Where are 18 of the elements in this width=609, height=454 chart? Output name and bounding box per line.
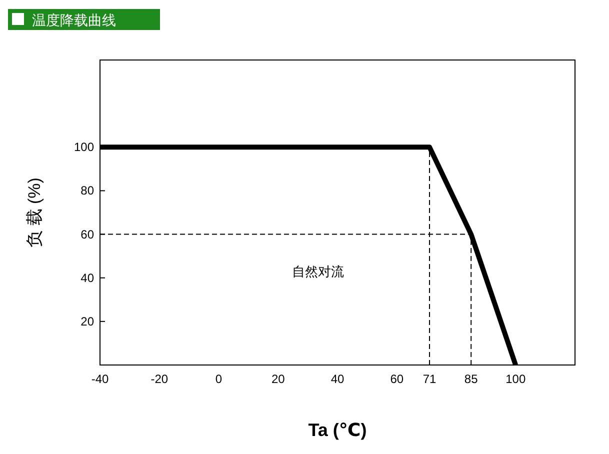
y-tick-label: 40 [80,270,94,285]
x-tick-label: -20 [150,372,168,386]
chart-title: 温度降载曲线 [32,12,116,28]
y-axis-title: 负 载 (%) [25,178,44,248]
y-tick-label: 20 [80,314,94,328]
x-tick-label: 100 [506,372,526,386]
x-tick-label: 85 [464,372,478,386]
x-axis-title: Ta (℃) [308,420,367,440]
x-tick-label: 0 [215,372,222,386]
y-tick-label: 60 [80,227,94,242]
x-tick-label: 40 [330,372,344,386]
y-tick-label: 100 [74,140,94,154]
annotation: 自然对流 [292,264,344,279]
x-tick-label: 60 [390,372,404,386]
y-tick-label: 80 [80,184,94,198]
x-tick-label: -40 [91,372,109,386]
x-tick-label: 20 [271,372,286,386]
x-tick-label: 71 [422,372,437,386]
